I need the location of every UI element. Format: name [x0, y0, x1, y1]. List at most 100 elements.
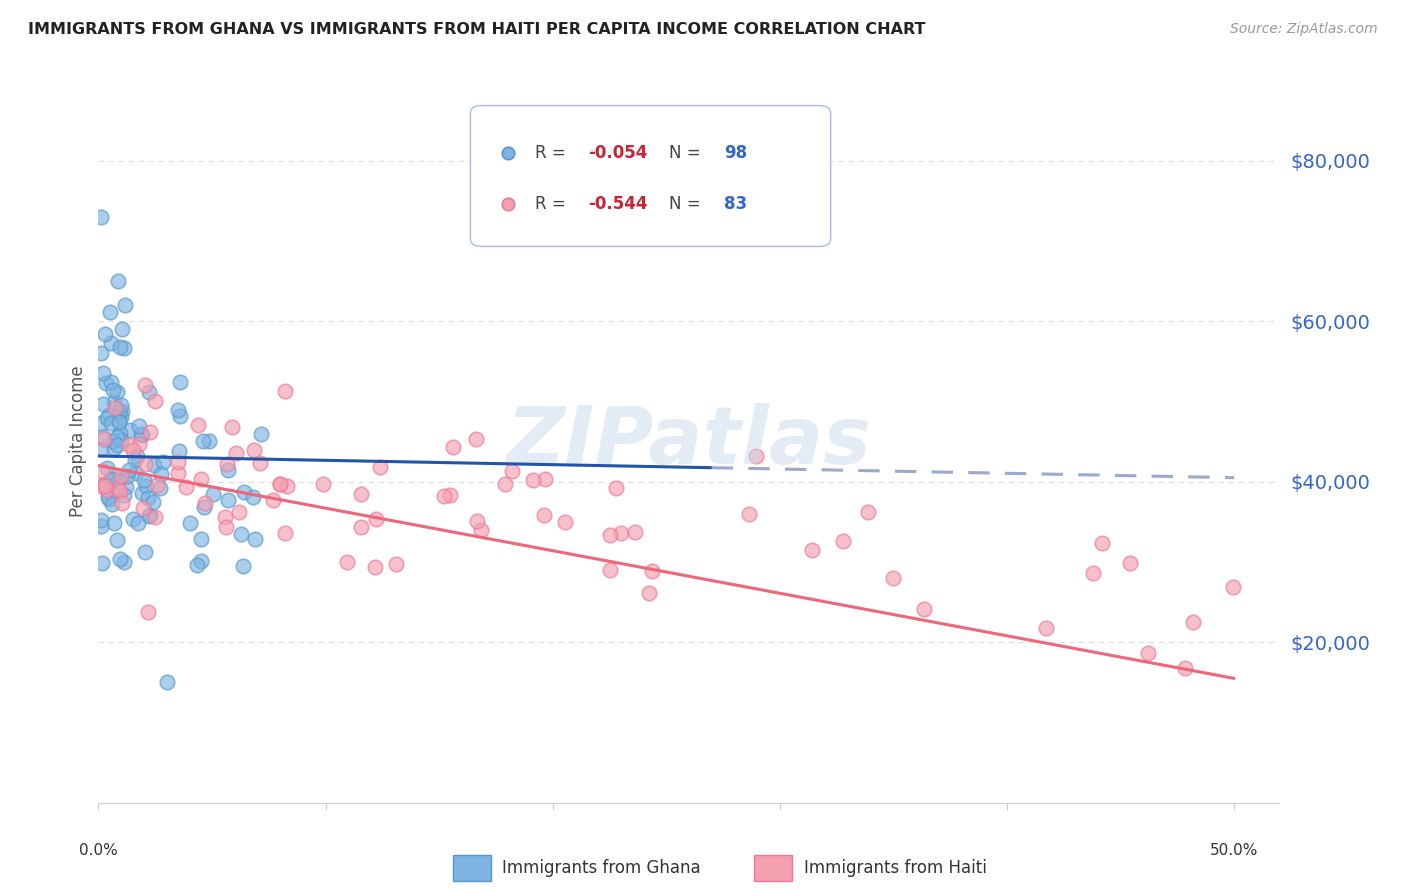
Point — [139, 425, 162, 439]
Point — [93, 327, 115, 342]
Point — [127, 450, 149, 464]
Point — [146, 477, 169, 491]
Point — [107, 481, 129, 495]
Point — [167, 466, 190, 480]
Point — [139, 508, 162, 522]
Point — [179, 516, 201, 530]
Point — [91, 397, 114, 411]
Point — [100, 417, 122, 431]
Text: R =: R = — [536, 145, 571, 162]
Point — [554, 515, 576, 529]
Point — [242, 490, 264, 504]
Point — [439, 488, 461, 502]
Text: -0.054: -0.054 — [589, 145, 648, 162]
Point — [131, 428, 153, 442]
Point — [143, 394, 166, 409]
Point — [190, 554, 212, 568]
Point — [114, 480, 136, 494]
Point — [122, 442, 145, 457]
Point — [117, 469, 139, 483]
Point — [104, 401, 127, 415]
Point — [187, 418, 209, 433]
Point — [269, 477, 291, 491]
Point — [432, 489, 454, 503]
Point — [149, 481, 172, 495]
Point — [112, 555, 135, 569]
Point — [138, 385, 160, 400]
Point — [1083, 566, 1105, 580]
Point — [882, 571, 904, 585]
Point — [641, 564, 664, 578]
Point — [385, 558, 408, 572]
Point — [193, 500, 215, 514]
Point — [737, 507, 759, 521]
Point — [90, 210, 112, 224]
Point — [91, 429, 114, 443]
Point — [876, 796, 898, 810]
Point — [96, 376, 118, 391]
Point — [215, 457, 238, 471]
Point — [90, 518, 112, 533]
Point — [190, 532, 212, 546]
Point — [135, 479, 157, 493]
Point — [94, 478, 117, 492]
Point — [110, 410, 132, 425]
Point — [105, 430, 128, 444]
Point — [128, 419, 150, 434]
Point — [96, 410, 118, 425]
Point — [100, 472, 122, 486]
Point — [110, 433, 132, 447]
Point — [229, 527, 252, 541]
Point — [599, 528, 621, 542]
Point — [465, 514, 488, 528]
Text: N =: N = — [669, 145, 706, 162]
Point — [136, 491, 159, 505]
Text: R =: R = — [536, 194, 571, 213]
Point — [103, 516, 125, 531]
Point — [128, 437, 150, 451]
Point — [134, 377, 156, 392]
Point — [111, 496, 134, 510]
Point — [96, 460, 118, 475]
Point — [522, 474, 544, 488]
Point — [249, 456, 271, 470]
Point — [876, 796, 898, 810]
Point — [98, 305, 121, 319]
Point — [167, 402, 190, 417]
Point — [494, 477, 516, 491]
Point — [118, 438, 141, 452]
Point — [169, 409, 191, 423]
Point — [745, 449, 768, 463]
Point — [350, 487, 373, 501]
Point — [134, 473, 156, 487]
Point — [104, 483, 127, 497]
Point — [637, 586, 659, 600]
Point — [101, 383, 124, 397]
Point — [217, 463, 239, 477]
Point — [217, 492, 239, 507]
Point — [131, 485, 153, 500]
Y-axis label: Per Capita Income: Per Capita Income — [69, 366, 87, 517]
Text: Immigrants from Haiti: Immigrants from Haiti — [803, 859, 987, 877]
Point — [312, 477, 335, 491]
Point — [129, 427, 152, 442]
Point — [276, 479, 298, 493]
Point — [112, 342, 135, 356]
Point — [142, 458, 165, 472]
Point — [108, 551, 131, 566]
Point — [90, 442, 112, 456]
Point — [221, 419, 243, 434]
Point — [441, 441, 464, 455]
Point — [93, 367, 115, 381]
Point — [108, 483, 131, 498]
Point — [186, 558, 208, 573]
Point — [93, 432, 115, 446]
Point — [1119, 556, 1142, 570]
Point — [98, 491, 121, 506]
Point — [243, 532, 266, 546]
Point — [111, 403, 134, 417]
Point — [624, 524, 647, 539]
Point — [118, 463, 141, 477]
Point — [167, 443, 190, 458]
Point — [111, 322, 134, 336]
